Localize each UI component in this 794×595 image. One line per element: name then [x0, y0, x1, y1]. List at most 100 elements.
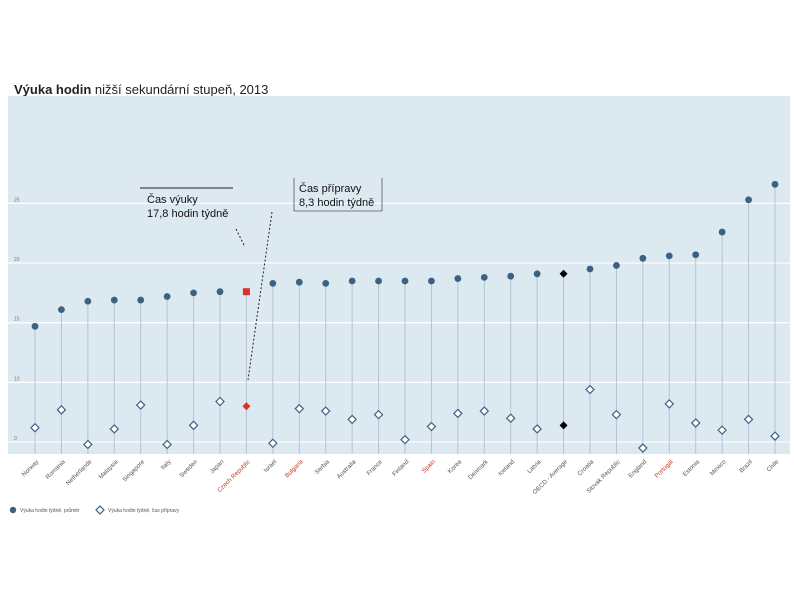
annotation-leader: [247, 211, 273, 381]
data-point-preparation: [56, 404, 67, 415]
legend-label: Výuka hodin týdně, čas přípravy: [108, 508, 180, 514]
data-point-preparation: [294, 403, 305, 414]
data-point-preparation: [559, 421, 568, 430]
data-point-teaching: [428, 277, 435, 285]
x-tick-label: Finland: [391, 458, 411, 478]
x-tick-label: France: [365, 458, 384, 477]
data-point-teaching: [533, 270, 541, 278]
data-point-preparation: [717, 425, 727, 435]
title-rest: nižší sekundární stupeň, 2013: [91, 82, 269, 97]
data-point-preparation: [479, 406, 490, 416]
data-point-teaching: [163, 293, 171, 300]
data-point-teaching: [480, 273, 488, 281]
data-point-teaching: [771, 180, 779, 188]
annotation-preparation-time: Čas přípravy 8,3 hodin týdně: [299, 182, 374, 210]
legend-label: Výuka hodin týdně, průměr: [20, 507, 80, 514]
data-point-teaching: [216, 288, 224, 296]
data-point-preparation: [770, 431, 780, 441]
data-point-teaching: [322, 279, 330, 287]
y-tick-label: 25: [14, 197, 20, 203]
x-tick-label: England: [627, 458, 648, 479]
x-tick-label: Israel: [263, 458, 279, 474]
x-tick-label: Denmark: [467, 458, 490, 481]
data-point-preparation: [453, 408, 463, 419]
x-tick-label: Serbia: [314, 458, 332, 476]
annotation-line: Čas přípravy: [299, 183, 362, 195]
x-tick-label: Malaysia: [97, 458, 120, 481]
annotation-line: Čas výuky: [147, 194, 198, 206]
x-tick-label: Sweden: [178, 458, 199, 479]
data-point-preparation: [162, 439, 172, 450]
x-tick-label: Singapore: [121, 458, 146, 483]
x-tick-label: Romania: [44, 458, 67, 481]
legend-marker-preparation: [95, 505, 105, 515]
data-point-preparation: [242, 402, 251, 411]
data-point-teaching: [31, 322, 39, 330]
x-tick-label: Netherlands: [65, 458, 94, 487]
x-tick-label: Korea: [447, 458, 464, 475]
data-point-teaching: [745, 196, 752, 204]
data-point-teaching: [718, 228, 726, 236]
data-point-teaching: [137, 296, 145, 304]
data-point-teaching: [295, 278, 303, 286]
data-point-teaching: [665, 252, 673, 260]
data-point-teaching: [269, 279, 277, 287]
data-point-preparation: [30, 422, 40, 433]
data-point-preparation: [109, 424, 120, 434]
data-point-teaching: [375, 277, 382, 285]
y-tick-label: 0: [14, 436, 17, 442]
x-tick-label: Australia: [336, 458, 358, 480]
y-tick-label: 10: [14, 376, 20, 382]
annotation-line: 8,3 hodin týdně: [299, 197, 375, 209]
data-point-preparation: [215, 396, 225, 407]
annotation-teaching-time: Čas výuky 17,8 hodin týdně: [147, 193, 228, 221]
data-point-teaching: [84, 297, 92, 305]
x-tick-label: Norway: [21, 458, 41, 478]
data-point-preparation: [373, 409, 384, 420]
data-point-preparation: [585, 384, 595, 395]
plot-area: [8, 96, 790, 454]
data-point-preparation: [400, 434, 410, 445]
y-tick-label: 20: [14, 257, 20, 263]
annotation-line: 17,8 hodin týdně: [147, 208, 229, 220]
data-point-teaching: [559, 269, 568, 278]
x-tick-label: Mexico: [709, 458, 728, 477]
data-point-preparation: [83, 439, 93, 450]
x-tick-label: Estonia: [682, 458, 702, 478]
data-point-preparation: [188, 420, 199, 431]
data-point-preparation: [664, 399, 675, 409]
data-point-teaching: [454, 275, 462, 282]
data-point-preparation: [505, 413, 516, 424]
x-tick-label: Japan: [209, 458, 226, 475]
x-tick-label: Spain: [421, 458, 438, 475]
chart-title: Výuka hodin nižší sekundární stupeň, 201…: [14, 82, 268, 97]
legend-marker-teaching: [9, 506, 17, 514]
x-tick-label: Bulgaria: [284, 458, 305, 479]
x-tick-label: Brazil: [738, 458, 754, 474]
data-point-preparation: [268, 438, 278, 449]
data-point-preparation: [743, 414, 754, 425]
x-tick-label: Iceland: [497, 458, 516, 477]
data-point-preparation: [532, 424, 542, 434]
data-point-teaching: [639, 254, 647, 262]
data-point-teaching: [110, 296, 118, 304]
data-point-teaching: [692, 251, 700, 259]
data-point-preparation: [347, 414, 357, 425]
x-tick-label: Portugal: [653, 458, 674, 479]
x-tick-label: Croatia: [576, 458, 595, 477]
data-point-teaching: [401, 277, 409, 285]
data-point-teaching: [507, 272, 515, 280]
data-point-teaching: [58, 306, 65, 314]
data-point-preparation: [320, 406, 331, 416]
y-tick-label: 15: [14, 317, 20, 323]
data-point-preparation: [638, 443, 648, 453]
data-point-teaching: [613, 262, 620, 269]
data-point-preparation: [426, 421, 437, 432]
x-tick-label: Italy: [160, 458, 174, 472]
data-point-teaching: [190, 289, 197, 297]
x-tick-label: Chile: [765, 458, 780, 473]
annotation-leader: [235, 228, 246, 248]
data-point-preparation: [690, 418, 701, 428]
title-bold: Výuka hodin: [14, 82, 92, 97]
